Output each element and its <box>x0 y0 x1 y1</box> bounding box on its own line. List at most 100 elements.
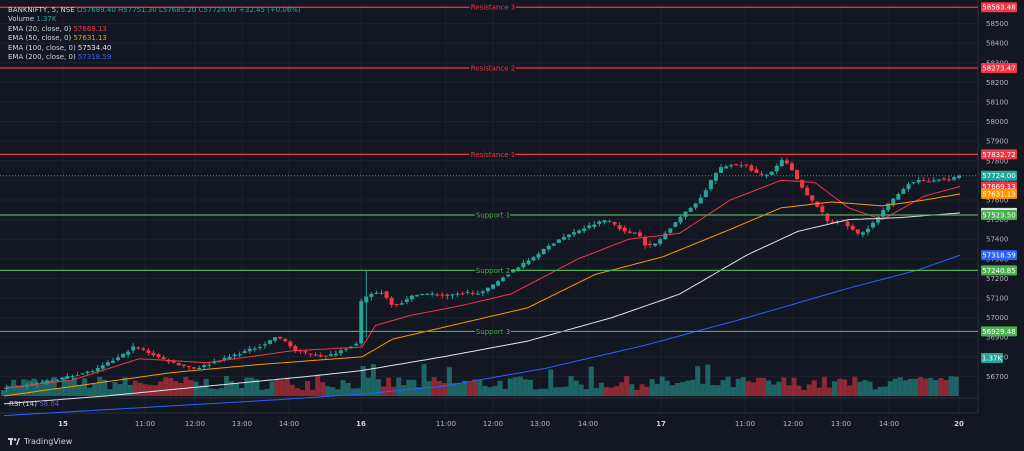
x-tick-label: 12:00 <box>185 420 205 428</box>
level-label: Resistance 2 <box>471 64 515 72</box>
volume-bar <box>462 380 468 396</box>
candle-body <box>921 180 926 182</box>
rsi-legend[interactable]: RSI (14) 58.04 <box>9 400 59 408</box>
candle-body <box>673 222 678 227</box>
volume-bar <box>558 387 564 396</box>
volume-bar <box>837 378 843 396</box>
candle-body <box>40 382 45 384</box>
indicator-row[interactable]: Volume 1.37K <box>8 15 301 24</box>
indicator-row[interactable]: EMA (100, close, 0) 57534.40 <box>8 44 301 53</box>
candle-body <box>171 360 176 363</box>
indicator-row[interactable]: EMA (200, close, 0) 57318.59 <box>8 53 301 62</box>
volume-bar <box>908 378 914 396</box>
candle-body <box>384 291 389 298</box>
level-label: Resistance 3 <box>471 4 515 12</box>
volume-bar <box>254 379 260 396</box>
volume-bar <box>137 382 143 396</box>
volume-bar <box>117 384 123 396</box>
volume-bar <box>249 377 255 396</box>
volume-bar <box>928 377 934 396</box>
volume-bar <box>492 385 498 396</box>
candle-body <box>237 354 242 356</box>
candle-body <box>247 348 252 352</box>
candle-body <box>45 381 50 384</box>
ema-line <box>3 212 961 405</box>
candle-body <box>186 365 191 368</box>
candle-body <box>354 343 359 346</box>
candle-body <box>268 340 273 344</box>
volume-bar <box>315 375 321 396</box>
y-tick-label: 57900 <box>986 138 1008 146</box>
volume-bar <box>674 383 680 396</box>
volume-bar <box>649 379 655 396</box>
indicator-row[interactable]: EMA (20, close, 0) 57669.13 <box>8 25 301 34</box>
indicator-value: 1.37K <box>36 15 57 24</box>
volume-bar <box>695 366 701 396</box>
candle-body <box>227 356 232 359</box>
candle-body <box>344 348 349 350</box>
y-tick-label: 56900 <box>986 334 1008 342</box>
candle-body <box>769 171 774 175</box>
candle-body <box>683 211 688 217</box>
candle-body <box>242 351 247 354</box>
volume-bar <box>386 377 392 396</box>
candle-body <box>333 353 338 356</box>
volume-bar <box>87 387 93 396</box>
ohlc-key: O <box>76 6 83 14</box>
candle-body <box>369 293 374 297</box>
volume-bar <box>791 377 797 396</box>
indicator-row[interactable]: EMA (50, close, 0) 57631.13 <box>8 34 301 43</box>
candle-body <box>865 228 870 233</box>
indicator-label: EMA (20, close, 0) <box>8 24 74 33</box>
candle-body <box>151 352 156 356</box>
candle-body <box>136 347 141 349</box>
volume-bar <box>619 382 625 396</box>
volume-bar <box>857 381 863 396</box>
x-tick-label: 11:00 <box>735 420 755 428</box>
x-tick-label: 13:00 <box>831 420 851 428</box>
volume-bar <box>679 382 685 396</box>
candle-body <box>440 294 445 296</box>
volume-bar <box>766 380 772 396</box>
candle-body <box>642 237 647 246</box>
volume-bar <box>31 378 37 396</box>
tradingview-brand[interactable]: TradingView <box>8 437 72 446</box>
candle-body <box>886 203 891 211</box>
symbol-label[interactable]: BANKNIFTY, 5, NSE <box>8 6 75 14</box>
volume-bar <box>132 380 138 396</box>
x-tick-label: 13:00 <box>530 420 550 428</box>
volume-bar <box>644 386 650 396</box>
volume-bar <box>467 382 473 396</box>
volume-bar <box>634 389 640 396</box>
x-tick-label: 11:00 <box>135 420 155 428</box>
x-tick-label: 11:00 <box>436 420 456 428</box>
volume-bar <box>517 376 523 396</box>
candle-body <box>475 293 480 295</box>
candle-body <box>855 229 860 234</box>
volume-bar <box>320 382 326 396</box>
volume-bar <box>887 381 893 396</box>
candle-body <box>663 233 668 239</box>
volume-bar <box>578 384 584 396</box>
volume-bar <box>624 376 630 396</box>
candle-body <box>688 207 693 212</box>
candle-body <box>389 297 394 305</box>
candle-body <box>222 357 227 360</box>
candle-body <box>425 293 430 295</box>
ohlc-row: BANKNIFTY, 5, NSE O57689.40 H57751.30 L5… <box>8 6 301 15</box>
y-tick-label: 57700 <box>986 177 1008 185</box>
volume-bar <box>715 385 721 396</box>
indicator-value: 57318.59 <box>77 53 112 62</box>
rsi-label: RSI (14) <box>9 400 37 408</box>
y-tick-label: 57400 <box>986 236 1008 244</box>
candle-body <box>141 348 146 350</box>
candle-body <box>713 173 718 181</box>
volume-bar <box>457 383 463 396</box>
candle-body <box>176 363 181 366</box>
price-tag <box>981 209 1017 220</box>
candle-body <box>116 357 121 360</box>
volume-bar <box>720 380 726 396</box>
volume-bar <box>421 364 427 396</box>
candle-body <box>207 364 212 366</box>
